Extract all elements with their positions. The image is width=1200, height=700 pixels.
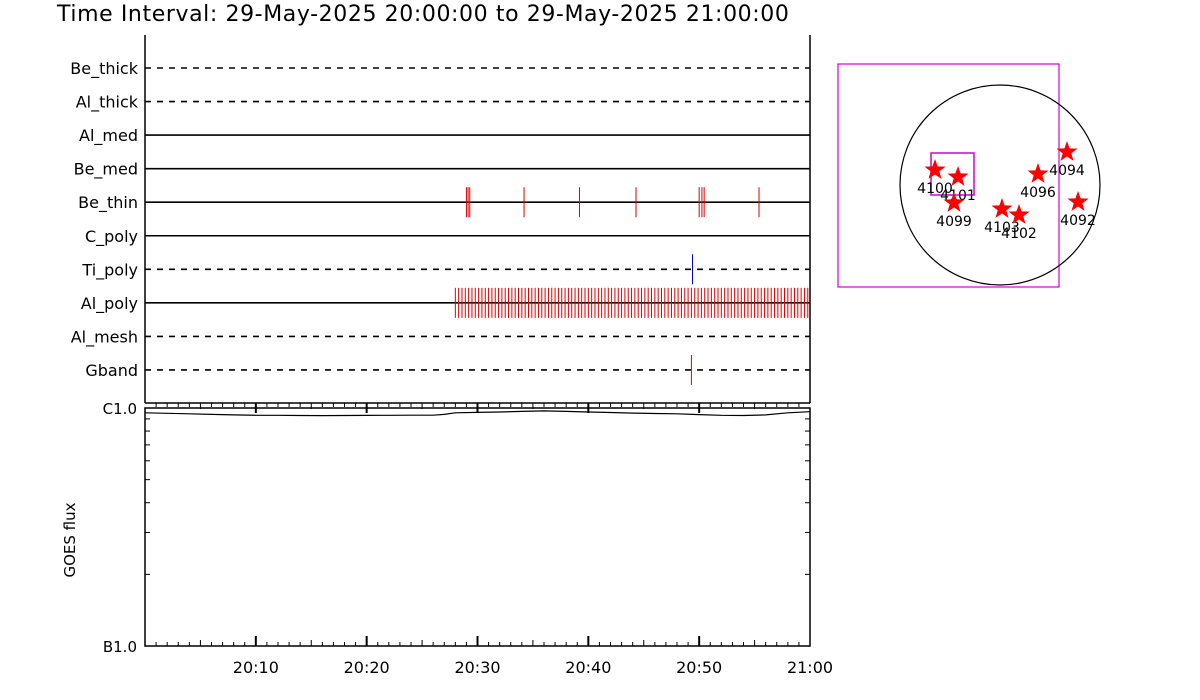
channel-label: Al_poly <box>81 294 138 314</box>
y-tick-label: B1.0 <box>103 638 137 656</box>
region-star <box>1027 163 1049 183</box>
region-star <box>991 198 1013 218</box>
channel-label: Al_med <box>79 126 138 146</box>
region-label: 4094 <box>1049 163 1085 179</box>
goes-flux-line <box>144 410 811 417</box>
region-4102: 4102 <box>1001 204 1037 242</box>
region-4103: 4103 <box>984 198 1020 236</box>
region-4092: 4092 <box>1060 191 1096 229</box>
channel-label: Al_mesh <box>71 327 138 347</box>
channel-row-be_med: Be_med <box>74 160 810 180</box>
region-star <box>924 159 946 179</box>
goes-plot-frame <box>144 407 811 647</box>
channel-row-be_thin: Be_thin <box>78 187 810 218</box>
region-label: 4096 <box>1020 185 1056 201</box>
region-label: 4102 <box>1001 226 1037 242</box>
region-star <box>943 192 965 212</box>
channel-label: Gband <box>85 361 138 380</box>
region-label: 4100 <box>917 181 953 197</box>
channel-row-al_poly: Al_poly <box>81 287 810 318</box>
x-tick-label: 20:20 <box>344 658 390 677</box>
region-label: 4103 <box>984 220 1020 236</box>
region-4096: 4096 <box>1020 163 1056 201</box>
region-4094: 4094 <box>1049 141 1085 179</box>
x-tick-label: 20:50 <box>676 658 722 677</box>
channel-label: Be_med <box>74 160 138 180</box>
channel-label: Ti_poly <box>81 260 138 280</box>
channel-label: Al_thick <box>76 93 139 113</box>
solar-disk <box>899 84 1101 286</box>
region-star <box>1067 191 1089 211</box>
channel-row-al_thick: Al_thick <box>76 93 810 113</box>
fov-box <box>837 63 1060 288</box>
region-star <box>947 166 969 186</box>
channel-row-gband: Gband <box>85 354 810 385</box>
y-axis-label: GOES flux <box>61 502 79 577</box>
channel-row-al_mesh: Al_mesh <box>71 327 810 347</box>
region-label: 4099 <box>936 214 972 230</box>
channel-row-be_thick: Be_thick <box>70 59 810 79</box>
chart-title: Time Interval: 29-May-2025 20:00:00 to 2… <box>57 2 790 27</box>
x-tick-label: 20:10 <box>233 658 279 677</box>
region-star <box>1008 204 1030 224</box>
x-tick-label: 20:30 <box>454 658 500 677</box>
channel-label: Be_thick <box>70 59 138 79</box>
y-tick-label: C1.0 <box>103 400 137 418</box>
x-tick-label: 20:40 <box>565 658 611 677</box>
channel-label: Be_thin <box>78 193 138 213</box>
channel-row-ti_poly: Ti_poly <box>81 254 810 285</box>
x-tick-label: 21:00 <box>787 658 833 677</box>
region-4099: 4099 <box>936 192 972 230</box>
region-label: 4092 <box>1060 213 1096 229</box>
region-star <box>1056 141 1078 161</box>
channel-row-al_med: Al_med <box>79 126 810 146</box>
channel-row-c_poly: C_poly <box>85 227 810 247</box>
channel-label: C_poly <box>85 227 138 247</box>
region-4100: 4100 <box>917 159 953 197</box>
